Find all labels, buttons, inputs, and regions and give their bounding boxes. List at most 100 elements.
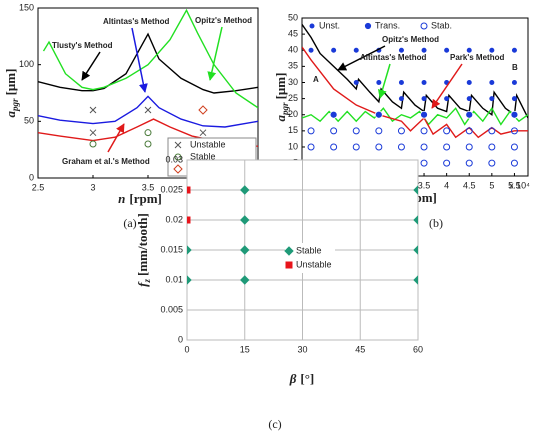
marker-circle bbox=[89, 140, 97, 148]
y-tick-label: 0.02 bbox=[165, 214, 183, 224]
x-tick-label: 60 bbox=[413, 344, 423, 354]
y-tick-label: 0.005 bbox=[160, 304, 183, 314]
x-tick-label: 3.5 bbox=[142, 182, 155, 192]
marker-dot bbox=[309, 23, 315, 29]
marker-circle bbox=[420, 127, 428, 135]
y-tick-label: 35 bbox=[288, 61, 298, 71]
marker-circle bbox=[488, 127, 496, 135]
marker-dot bbox=[421, 96, 427, 102]
panel-label: (c) bbox=[268, 417, 281, 431]
marker-circle bbox=[352, 143, 360, 151]
marker-diamond bbox=[413, 215, 418, 225]
y-tick-label: 15 bbox=[288, 125, 298, 135]
marker-dot bbox=[511, 79, 517, 85]
marker-square bbox=[187, 186, 191, 194]
marker-circle bbox=[420, 143, 428, 151]
panel-label: (b) bbox=[429, 216, 443, 230]
x-axis-label-var: β bbox=[289, 371, 297, 386]
y-axis-label-var: a bbox=[3, 110, 18, 117]
series-line bbox=[38, 32, 258, 94]
y-tick-label: 0.03 bbox=[165, 154, 183, 164]
annotation-arrow bbox=[107, 123, 125, 153]
y-axis-label-sub: z bbox=[142, 279, 152, 284]
annotation: Park's Method bbox=[450, 53, 504, 62]
marker-circle bbox=[375, 127, 383, 135]
marker-dot bbox=[376, 79, 382, 85]
marker-circle bbox=[510, 127, 518, 135]
y-tick-label: 0 bbox=[178, 334, 183, 344]
marker-bigdot bbox=[329, 110, 338, 119]
marker-bigdot bbox=[510, 110, 519, 119]
x-tick-label: 3.5 bbox=[418, 180, 431, 190]
marker-dot bbox=[421, 79, 427, 85]
marker-circle bbox=[443, 127, 451, 135]
y-axis-label-sub: pgr bbox=[10, 98, 20, 112]
marker-diamond bbox=[240, 185, 250, 195]
y-tick-label: 45 bbox=[288, 28, 298, 38]
marker-circle bbox=[375, 143, 383, 151]
y-axis-label-unit: [mm/tooth] bbox=[135, 213, 150, 276]
marker-dot bbox=[398, 96, 404, 102]
legend-label: Unst. bbox=[319, 20, 340, 30]
plot-marks bbox=[187, 185, 418, 285]
panel-label: (a) bbox=[123, 216, 136, 230]
y-tick-label: 20 bbox=[288, 109, 298, 119]
marker-diamond bbox=[240, 245, 250, 255]
marker-circle bbox=[352, 127, 360, 135]
annotation-arrow bbox=[131, 27, 148, 93]
x-tick-label: 5.5 bbox=[508, 180, 521, 190]
y-axis-label-unit: [μm] bbox=[3, 69, 18, 96]
annotation: Tlusty's Method bbox=[52, 41, 113, 50]
marker-dot bbox=[353, 79, 359, 85]
marker-dot bbox=[398, 47, 404, 53]
y-axis-label-unit: [μm] bbox=[273, 73, 288, 100]
x-tick-label: 5 bbox=[489, 180, 494, 190]
marker-circle bbox=[420, 22, 428, 30]
legend-label: Stable bbox=[190, 151, 216, 161]
marker-dot bbox=[511, 96, 517, 102]
marker-circle bbox=[443, 143, 451, 151]
marker-bigdot bbox=[364, 22, 372, 30]
y-axis-label: apgr [μm] bbox=[273, 73, 290, 122]
marker-diamond bbox=[240, 215, 250, 225]
y-axis-label-sub: pgr bbox=[280, 102, 290, 116]
legend-box bbox=[285, 243, 335, 273]
marker-x bbox=[199, 129, 207, 137]
marker-dot bbox=[308, 47, 314, 53]
y-tick-label: 0.01 bbox=[165, 274, 183, 284]
marker-circle bbox=[144, 129, 152, 137]
marker-circle bbox=[144, 140, 152, 148]
marker-x bbox=[144, 106, 152, 114]
marker-diamond bbox=[240, 275, 250, 285]
marker-circle bbox=[397, 127, 405, 135]
x-tick-label: 2.5 bbox=[32, 182, 45, 192]
series-line bbox=[38, 95, 258, 128]
y-tick-label: 100 bbox=[19, 59, 34, 69]
y-tick-label: 0.015 bbox=[160, 244, 183, 254]
marker-circle bbox=[397, 143, 405, 151]
y-axis-label-var: f bbox=[135, 281, 150, 287]
marker-circle bbox=[330, 127, 338, 135]
annotation: A bbox=[313, 75, 319, 84]
marker-circle bbox=[488, 143, 496, 151]
y-axis-label: fz [mm/tooth] bbox=[135, 213, 152, 287]
y-tick-label: 40 bbox=[288, 45, 298, 55]
marker-diamond bbox=[413, 185, 418, 195]
x-tick-label: 4.5 bbox=[463, 180, 476, 190]
x-tick-label: 0 bbox=[184, 344, 189, 354]
series-line bbox=[302, 106, 528, 126]
y-tick-label: 25 bbox=[288, 93, 298, 103]
marker-circle bbox=[420, 159, 428, 167]
marker-dot bbox=[489, 47, 495, 53]
annotation: Opitz's Method bbox=[195, 16, 252, 25]
marker-square bbox=[187, 216, 191, 224]
annotation: Graham et al.'s Method bbox=[62, 157, 150, 166]
marker-circle bbox=[488, 159, 496, 167]
x-scale-label: x 10⁴ bbox=[509, 180, 530, 190]
legend-label: Unstable bbox=[190, 139, 226, 149]
marker-circle bbox=[330, 143, 338, 151]
marker-dot bbox=[444, 96, 450, 102]
y-tick-label: 10 bbox=[288, 141, 298, 151]
